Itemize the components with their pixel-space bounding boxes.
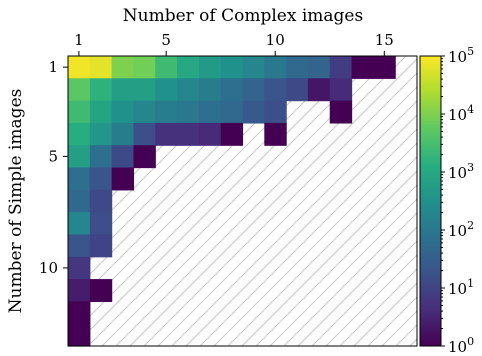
heatmap-cell xyxy=(89,212,113,236)
y-tick-label: 5 xyxy=(48,147,58,165)
colorbar-tick-label: 100 xyxy=(448,335,474,356)
plot-frame xyxy=(67,55,418,347)
heatmap-cell xyxy=(133,122,156,146)
heatmap-cell xyxy=(89,279,113,302)
heatmap-cell xyxy=(68,301,91,325)
heatmap-cell xyxy=(155,56,178,79)
x-tick-label: 5 xyxy=(161,31,171,49)
colorbar-tick-label: 103 xyxy=(448,161,474,182)
heatmap-cell xyxy=(155,78,178,102)
heatmap-cell xyxy=(68,100,91,124)
heatmap-cell xyxy=(329,78,353,102)
heatmap-cell xyxy=(286,56,309,79)
heatmap-cell xyxy=(264,100,287,124)
heatmap-cell xyxy=(264,122,287,146)
heatmap-cell xyxy=(220,56,244,79)
colorbar-ticks: 100 101 102 103 104 105 xyxy=(441,45,474,356)
colorbar-tick-label: 104 xyxy=(448,103,474,124)
heatmap-cell xyxy=(111,122,135,146)
heatmap-cell xyxy=(68,323,91,347)
heatmap-cell xyxy=(68,167,91,191)
heatmap-cell xyxy=(264,78,287,102)
heatmap-cell xyxy=(89,100,113,124)
heatmap-cell xyxy=(111,167,135,191)
heatmap-cell xyxy=(89,56,113,79)
heatmap-cell xyxy=(89,189,113,213)
x-tick-label: 10 xyxy=(266,31,285,49)
heatmap-cell xyxy=(329,100,353,124)
heatmap-cell xyxy=(177,122,200,146)
x-tick-label: 15 xyxy=(375,31,394,49)
heatmap-cell xyxy=(177,56,200,79)
heatmap-cell xyxy=(89,234,113,258)
heatmap-cell xyxy=(155,100,178,124)
heatmap-cell xyxy=(286,78,309,102)
colorbar-tick-label: 102 xyxy=(448,219,474,240)
colorbar-tick-label: 101 xyxy=(448,277,474,298)
colorbar xyxy=(419,55,442,347)
heatmap-cell xyxy=(329,56,353,79)
heatmap-cell xyxy=(68,189,91,213)
heatmap-cell xyxy=(242,56,265,79)
heatmap-cell xyxy=(242,78,265,102)
heatmap-cell xyxy=(220,122,244,146)
heatmap-cells xyxy=(68,56,396,347)
heatmap-cell xyxy=(198,100,222,124)
y-axis-label: Number of Simple images xyxy=(6,89,26,314)
heatmap-cell xyxy=(89,122,113,146)
x-axis-label: Number of Complex images xyxy=(123,6,363,26)
x-axis-ticks: 1 5 10 15 xyxy=(74,31,394,56)
heatmap-cell xyxy=(220,100,244,124)
colorbar-tick-label: 105 xyxy=(448,45,474,66)
heatmap-cell xyxy=(111,100,135,124)
heatmap-cell xyxy=(133,145,156,169)
heatmap-cell xyxy=(177,100,200,124)
y-tick-label: 1 xyxy=(48,58,58,76)
heatmap-cell xyxy=(111,56,135,79)
heatmap-cell xyxy=(68,145,91,169)
heatmap-cell xyxy=(177,78,200,102)
heatmap-cell xyxy=(198,122,222,146)
heatmap-cell xyxy=(351,56,374,79)
heatmap-cell xyxy=(111,78,135,102)
heatmap-cell xyxy=(373,56,396,79)
heatmap-cell xyxy=(198,56,222,79)
heatmap-cell xyxy=(89,167,113,191)
heatmap-cell xyxy=(68,56,91,79)
heatmap-cell xyxy=(242,100,265,124)
heatmap-cell xyxy=(307,78,331,102)
heatmap-cell xyxy=(307,56,331,79)
heatmap-cell xyxy=(68,256,91,280)
heatmap-cell xyxy=(68,122,91,146)
heatmap-cell xyxy=(68,234,91,258)
heatmap-cell xyxy=(111,145,135,169)
heatmap-cell xyxy=(68,78,91,102)
heatmap-cell xyxy=(89,145,113,169)
heatmap-cell xyxy=(198,78,222,102)
heatmap-cell xyxy=(68,212,91,236)
x-tick-label: 1 xyxy=(74,31,84,49)
heatmap-cell xyxy=(220,78,244,102)
heatmap-cell xyxy=(155,122,178,146)
heatmap-cell xyxy=(133,78,156,102)
heatmap-cell xyxy=(89,78,113,102)
heatmap-cell xyxy=(133,56,156,79)
heatmap-cell xyxy=(68,279,91,302)
heatmap-cell xyxy=(264,56,287,79)
heatmap-cell xyxy=(133,100,156,124)
y-tick-label: 10 xyxy=(39,259,58,277)
